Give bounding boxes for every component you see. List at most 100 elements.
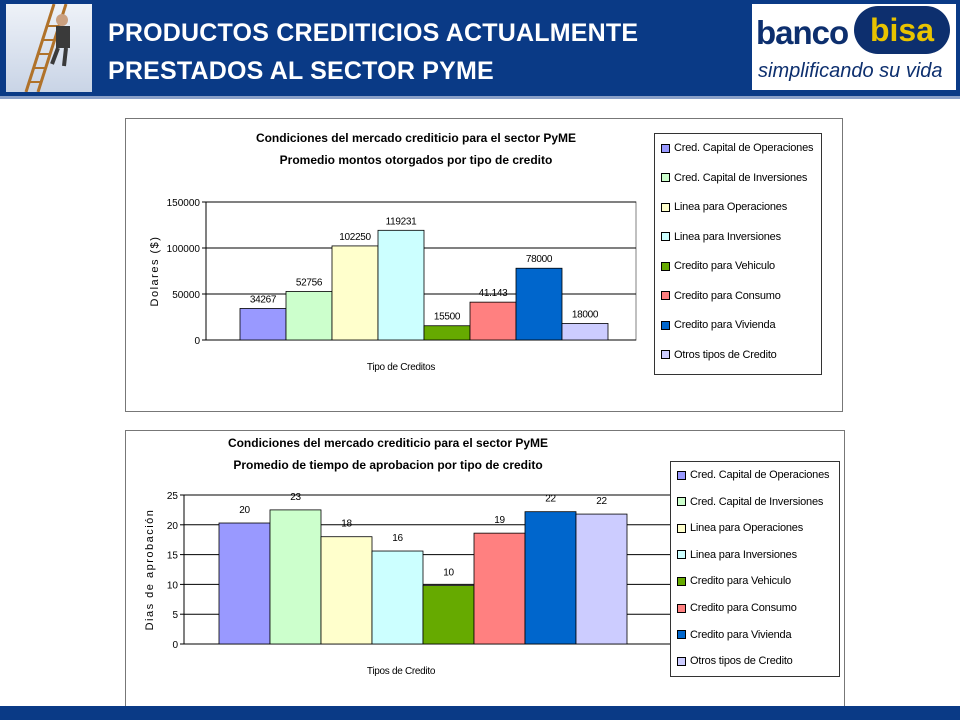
amounts-chart-svg: Condiciones del mercado crediticio para … <box>149 131 637 373</box>
header-bar: PRODUCTOS CREDITICIOS ACTUALMENTE PRESTA… <box>0 0 960 96</box>
legend-label: Credito para Vivienda <box>674 319 776 331</box>
logo-word: banco <box>756 14 849 51</box>
bar-1 <box>218 522 271 645</box>
bar-8 <box>561 323 609 341</box>
legend-swatch <box>677 656 686 666</box>
y-tick-label: 5 <box>172 610 178 621</box>
data-label: 102250 <box>339 232 371 243</box>
logo-slogan: simplificando su vida <box>758 60 943 82</box>
legend-item: Cred. Capital de Operaciones <box>661 142 814 154</box>
legend-swatch <box>677 603 686 613</box>
legend-swatch <box>661 173 670 183</box>
amounts-chart: Condiciones del mercado crediticio para … <box>125 118 843 412</box>
legend-item: Credito para Vehiculo <box>661 260 775 272</box>
legend-label: Cred. Capital de Inversiones <box>674 171 808 184</box>
page-title-line2: PRESTADOS AL SECTOR PYME <box>108 57 494 85</box>
bar-5 <box>423 325 471 341</box>
x-axis-label: Tipos de Credito <box>367 666 436 677</box>
chart-title: Condiciones del mercado crediticio para … <box>256 131 576 145</box>
page-title-line1: PRODUCTOS CREDITICIOS ACTUALMENTE <box>108 19 639 47</box>
legend-swatch <box>661 232 670 242</box>
legend-label: Linea para Inversiones <box>674 230 781 243</box>
bar-6 <box>473 532 526 645</box>
data-label: 18000 <box>572 309 599 320</box>
y-tick-label: 150000 <box>167 198 201 209</box>
legend-swatch <box>661 350 670 360</box>
legend-label: Linea para Inversiones <box>690 548 797 561</box>
legend-swatch <box>677 470 686 480</box>
y-tick-label: 10 <box>167 580 179 591</box>
data-label: 15500 <box>434 312 461 323</box>
data-label: 16 <box>392 533 403 544</box>
legend-label: Credito para Vehiculo <box>690 575 791 588</box>
ladder-icon <box>24 4 70 92</box>
data-label: 119231 <box>386 216 418 227</box>
logo-mark: bisa <box>854 6 950 54</box>
x-axis-label: Tipo de Creditos <box>367 362 435 373</box>
approval-time-chart: Condiciones del mercado crediticio para … <box>125 430 845 712</box>
data-label: 22 <box>545 494 556 505</box>
amounts-chart-legend: Cred. Capital de Operaciones Cred. Capita… <box>654 133 822 375</box>
bar-4 <box>377 229 425 341</box>
legend-label: Otros tipos de Credito <box>674 348 777 361</box>
legend-swatch <box>661 320 670 330</box>
y-tick-label: 0 <box>172 640 178 651</box>
legend-label: Cred. Capital de Operaciones <box>674 142 814 154</box>
legend-label: Linea para Operaciones <box>690 522 804 535</box>
bar-6 <box>469 301 517 341</box>
legend-item: Cred. Capital de Operaciones <box>677 469 830 481</box>
legend-swatch <box>677 576 686 586</box>
banco-bisa-logo: banco bisa simplificando su vida <box>752 4 956 90</box>
legend-swatch <box>677 630 686 640</box>
bar-2 <box>285 291 333 341</box>
legend-label: Otros tipos de Credito <box>690 655 793 668</box>
legend-label: Credito para Vehiculo <box>674 260 775 272</box>
legend-item: Credito para Vivienda <box>677 628 792 641</box>
data-label: 78000 <box>526 254 553 265</box>
data-label: 10 <box>443 568 454 579</box>
legend-item: Otros tipos de Credito <box>677 655 793 667</box>
legend-swatch <box>677 523 686 533</box>
data-label: 18 <box>341 519 352 530</box>
bar-1 <box>239 308 287 341</box>
y-axis-label: Dias de aprobación <box>144 509 156 631</box>
y-tick-label: 20 <box>167 521 179 532</box>
legend-label: Cred. Capital de Inversiones <box>690 495 824 508</box>
approval-time-chart-svg: Condiciones del mercado crediticio para … <box>144 436 675 677</box>
chart-title: Condiciones del mercado crediticio para … <box>228 436 548 450</box>
chart-subtitle: Promedio de tiempo de aprobacion por tip… <box>233 458 542 472</box>
legend-item: Linea para Inversiones <box>661 231 781 243</box>
legend-item: Linea para Operaciones <box>661 201 787 213</box>
y-tick-label: 0 <box>194 336 200 347</box>
data-label: 20 <box>239 505 250 516</box>
legend-item: Cred. Capital de Inversiones <box>661 172 807 184</box>
legend-item: Credito para Consumo <box>677 602 797 614</box>
bar-8 <box>575 513 628 645</box>
y-axis-label: Dolares ($) <box>149 236 161 307</box>
bar-7 <box>524 511 577 645</box>
legend-label: Credito para Consumo <box>674 289 781 302</box>
y-tick-label: 100000 <box>167 244 201 255</box>
legend-swatch <box>661 291 670 301</box>
legend-item: Credito para Vivienda <box>661 319 776 331</box>
data-label: 52756 <box>296 277 323 288</box>
bar-5 <box>422 585 475 645</box>
bar-3 <box>320 536 373 645</box>
y-tick-label: 15 <box>167 551 179 562</box>
data-label: 19 <box>494 515 505 526</box>
legend-item: Cred. Capital de Inversiones <box>677 496 823 508</box>
legend-swatch <box>677 550 686 560</box>
ladder-climber-photo <box>6 4 92 92</box>
y-tick-label: 25 <box>167 491 179 502</box>
legend-label: Linea para Operaciones <box>674 201 788 213</box>
bar-3 <box>331 245 379 341</box>
legend-label: Credito para Consumo <box>690 602 797 614</box>
y-tick-label: 50000 <box>172 290 200 301</box>
legend-label: Credito para Vivienda <box>690 628 792 641</box>
bar-4 <box>371 550 424 645</box>
legend-swatch <box>661 261 670 271</box>
legend-swatch <box>661 143 670 153</box>
page-title: PRODUCTOS CREDITICIOS ACTUALMENTE PRESTA… <box>108 14 748 90</box>
data-label: 41.143 <box>479 288 509 299</box>
data-label: 22 <box>596 496 607 507</box>
